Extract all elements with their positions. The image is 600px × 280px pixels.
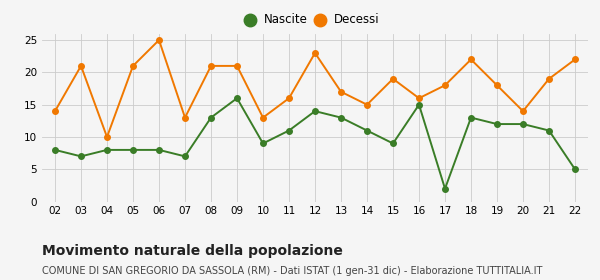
Nascite: [286, 129, 293, 132]
Nascite: [442, 187, 449, 190]
Nascite: [337, 116, 344, 119]
Line: Nascite: Nascite: [52, 95, 578, 192]
Decessi: [364, 103, 371, 106]
Nascite: [130, 148, 137, 151]
Decessi: [467, 58, 475, 61]
Nascite: [155, 148, 163, 151]
Decessi: [442, 84, 449, 87]
Nascite: [52, 148, 59, 151]
Text: Movimento naturale della popolazione: Movimento naturale della popolazione: [42, 244, 343, 258]
Nascite: [493, 122, 500, 126]
Nascite: [520, 122, 527, 126]
Nascite: [467, 116, 475, 119]
Decessi: [181, 116, 188, 119]
Decessi: [103, 135, 110, 139]
Nascite: [311, 109, 319, 113]
Nascite: [77, 155, 85, 158]
Text: COMUNE DI SAN GREGORIO DA SASSOLA (RM) - Dati ISTAT (1 gen-31 dic) - Elaborazion: COMUNE DI SAN GREGORIO DA SASSOLA (RM) -…: [42, 266, 542, 276]
Decessi: [130, 64, 137, 67]
Decessi: [52, 109, 59, 113]
Decessi: [389, 77, 397, 81]
Nascite: [389, 142, 397, 145]
Nascite: [103, 148, 110, 151]
Decessi: [571, 58, 578, 61]
Decessi: [311, 51, 319, 55]
Decessi: [208, 64, 215, 67]
Decessi: [155, 38, 163, 42]
Nascite: [181, 155, 188, 158]
Decessi: [337, 90, 344, 94]
Decessi: [415, 97, 422, 100]
Nascite: [208, 116, 215, 119]
Nascite: [259, 142, 266, 145]
Nascite: [571, 168, 578, 171]
Legend: Nascite, Decessi: Nascite, Decessi: [250, 13, 380, 26]
Decessi: [286, 97, 293, 100]
Decessi: [520, 109, 527, 113]
Line: Decessi: Decessi: [52, 37, 578, 140]
Decessi: [233, 64, 241, 67]
Nascite: [415, 103, 422, 106]
Nascite: [545, 129, 553, 132]
Decessi: [493, 84, 500, 87]
Decessi: [77, 64, 85, 67]
Decessi: [259, 116, 266, 119]
Nascite: [233, 97, 241, 100]
Nascite: [364, 129, 371, 132]
Decessi: [545, 77, 553, 81]
